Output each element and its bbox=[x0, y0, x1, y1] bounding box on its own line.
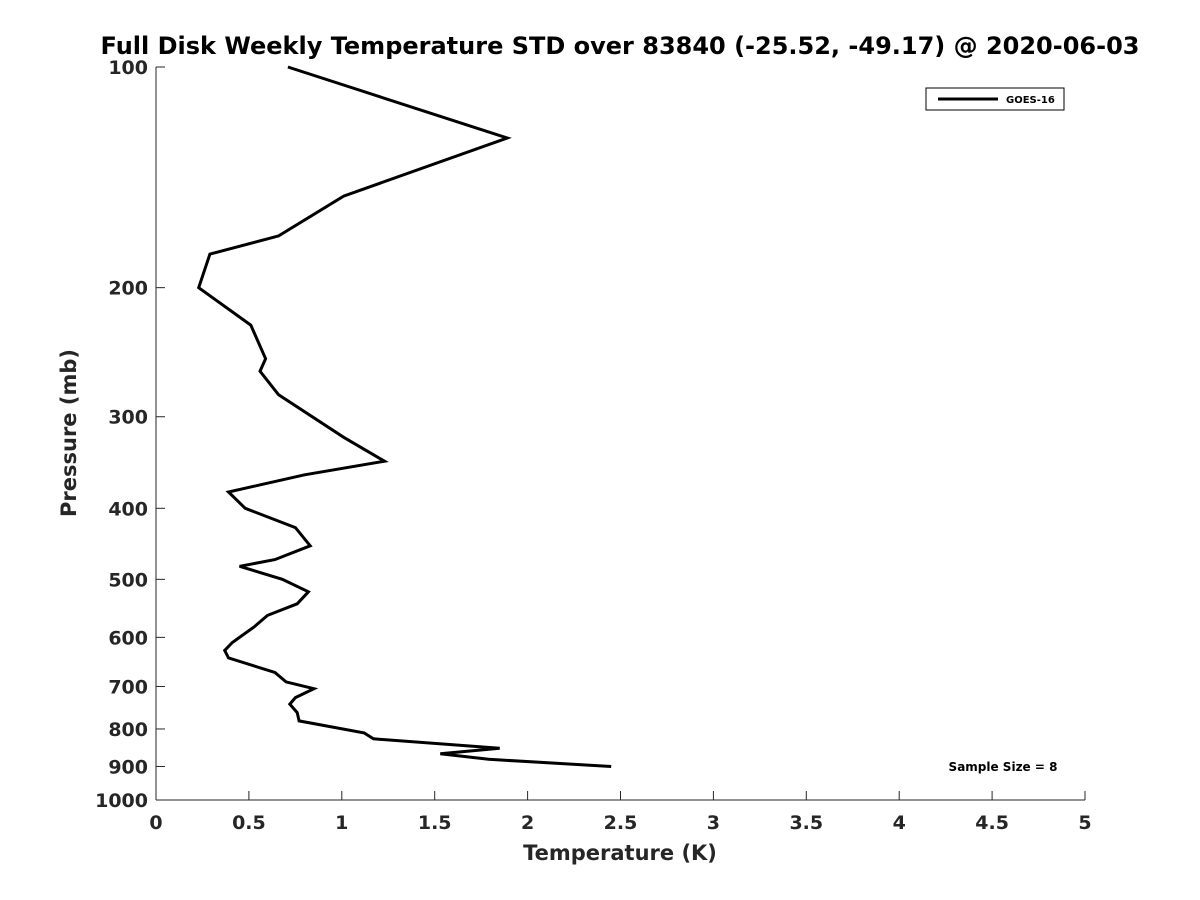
series-line-goes-16 bbox=[196, 65, 612, 768]
x-tick-label: 1 bbox=[335, 812, 348, 834]
x-tick-label: 4.5 bbox=[975, 812, 1009, 834]
y-tick-label: 1000 bbox=[95, 790, 148, 812]
x-tick-label: 4 bbox=[893, 812, 906, 834]
x-tick-label: 2 bbox=[521, 812, 534, 834]
x-tick-label: 3 bbox=[707, 812, 720, 834]
x-tick-label: 2.5 bbox=[604, 812, 638, 834]
y-tick-label: 800 bbox=[108, 719, 148, 741]
x-tick-label: 5 bbox=[1078, 812, 1091, 834]
y-tick-label: 400 bbox=[108, 498, 148, 520]
legend: GOES-16 bbox=[925, 87, 1065, 111]
y-tick-label: 300 bbox=[108, 407, 148, 429]
y-tick-label: 100 bbox=[108, 57, 148, 79]
x-tick-label: 1.5 bbox=[418, 812, 452, 834]
x-tick-label: 0 bbox=[149, 812, 162, 834]
x-tick-label: 3.5 bbox=[789, 812, 823, 834]
y-tick-label: 700 bbox=[108, 676, 148, 698]
y-axis-label: Pressure (mb) bbox=[57, 349, 81, 517]
x-axis-ticks: 0 0.5 1 1.5 2 2.5 3 3.5 4 4.5 5 bbox=[149, 791, 1092, 834]
y-tick-label: 500 bbox=[108, 569, 148, 591]
x-tick-label: 0.5 bbox=[232, 812, 266, 834]
y-axis-ticks: 100 200 300 400 500 600 700 800 900 1000 bbox=[95, 57, 165, 812]
plot-area bbox=[156, 67, 1085, 800]
series-layer bbox=[196, 65, 612, 768]
y-tick-label: 200 bbox=[108, 278, 148, 300]
y-tick-label: 900 bbox=[108, 756, 148, 778]
x-axis-label: Temperature (K) bbox=[523, 841, 717, 865]
y-tick-label: 600 bbox=[108, 627, 148, 649]
legend-label-goes-16: GOES-16 bbox=[1006, 95, 1055, 106]
sample-size-annotation: Sample Size = 8 bbox=[949, 760, 1058, 774]
chart-title: Full Disk Weekly Temperature STD over 83… bbox=[101, 32, 1140, 60]
